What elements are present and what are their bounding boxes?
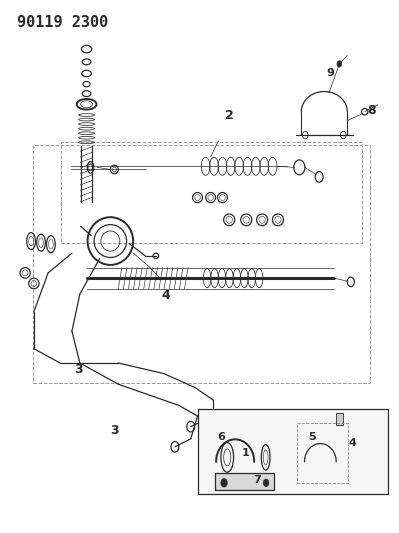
Text: 3: 3 [110,424,119,438]
Bar [198,409,388,495]
Text: 7: 7 [253,475,261,484]
Text: 5: 5 [308,432,316,442]
Bar [336,413,343,424]
Text: 4: 4 [162,289,170,302]
Text: 90119 2300: 90119 2300 [17,14,109,30]
Circle shape [221,479,227,487]
Circle shape [263,479,269,487]
Text: 4: 4 [348,438,356,448]
Text: 2: 2 [225,109,233,122]
Bar [215,473,274,490]
Text: 6: 6 [217,432,225,442]
Circle shape [337,61,342,67]
Text: 3: 3 [74,364,83,376]
Text: 1: 1 [241,448,249,458]
Text: 9: 9 [326,68,334,78]
Text: 8: 8 [367,103,376,117]
